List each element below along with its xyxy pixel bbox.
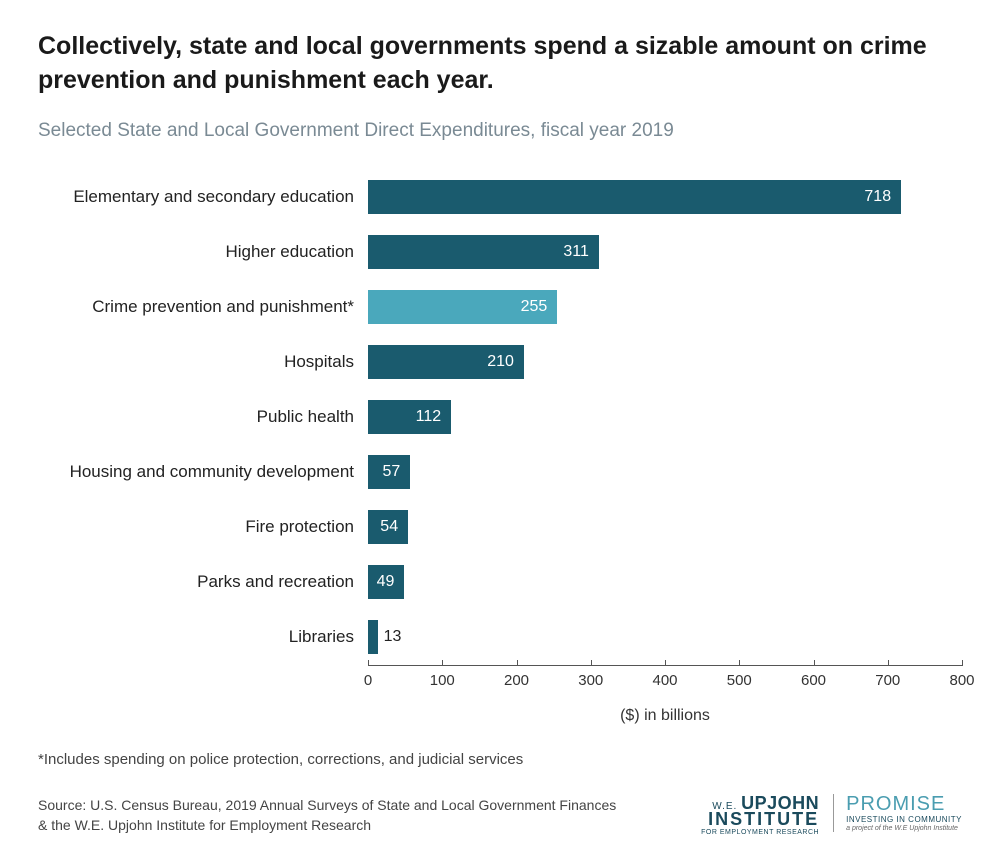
upjohn-logo: W.E. UPJOHN INSTITUTE FOR EMPLOYMENT RES… (701, 794, 819, 836)
category-label: Public health (38, 407, 368, 427)
x-axis: 0100200300400500600700800 (38, 665, 962, 695)
axis-tick-label: 600 (801, 672, 826, 689)
bar-zone: 13 (368, 610, 962, 665)
axis-tick-label: 0 (364, 672, 372, 689)
bar-zone: 718 (368, 170, 962, 225)
bar: 49 (368, 565, 404, 599)
bar: 210 (368, 345, 524, 379)
chart-row: Fire protection 54 (38, 500, 962, 555)
category-label: Hospitals (38, 352, 368, 372)
axis-tick (739, 660, 740, 666)
bar-value: 112 (416, 408, 442, 426)
source-text: Source: U.S. Census Bureau, 2019 Annual … (38, 795, 616, 836)
bar: 311 (368, 235, 599, 269)
axis-tick (814, 660, 815, 666)
axis-tick (368, 660, 369, 666)
footnote: *Includes spending on police protection,… (38, 751, 962, 768)
chart-row: Parks and recreation 49 (38, 555, 962, 610)
bar-value: 54 (380, 518, 398, 536)
source-line-1: Source: U.S. Census Bureau, 2019 Annual … (38, 795, 616, 815)
axis-tick (442, 660, 443, 666)
bar-zone: 311 (368, 225, 962, 280)
bar-value: 255 (521, 298, 548, 316)
axis-tick (962, 660, 963, 666)
category-label: Crime prevention and punishment* (38, 297, 368, 317)
chart-row: Elementary and secondary education 718 (38, 170, 962, 225)
axis-tick (665, 660, 666, 666)
bar: 54 (368, 510, 408, 544)
axis-tick-label: 500 (727, 672, 752, 689)
axis-tick-label: 700 (875, 672, 900, 689)
bar-value: 57 (383, 463, 401, 481)
bar: 255 (368, 290, 557, 324)
chart-row: Housing and community development 57 (38, 445, 962, 500)
category-label: Parks and recreation (38, 572, 368, 592)
chart: Elementary and secondary education 718 Hig… (38, 170, 962, 705)
bar-zone: 49 (368, 555, 962, 610)
category-label: Higher education (38, 242, 368, 262)
chart-title: Collectively, state and local government… (38, 30, 962, 98)
footer: Source: U.S. Census Bureau, 2019 Annual … (38, 794, 962, 836)
bar: 718 (368, 180, 901, 214)
axis-tick-label: 100 (430, 672, 455, 689)
axis-tick-label: 400 (652, 672, 677, 689)
x-axis-label: ($) in billions (38, 707, 962, 725)
axis-tick (517, 660, 518, 666)
chart-row: Public health 112 (38, 390, 962, 445)
promise-logo: PROMISE INVESTING IN COMMUNITY a project… (833, 794, 962, 832)
bar-value: 311 (563, 243, 589, 261)
chart-row: Higher education 311 (38, 225, 962, 280)
category-label: Housing and community development (38, 462, 368, 482)
chart-row: Hospitals 210 (38, 335, 962, 390)
bar-value: 718 (864, 188, 891, 206)
bar-zone: 57 (368, 445, 962, 500)
category-label: Elementary and secondary education (38, 187, 368, 207)
bar: 112 (368, 400, 451, 434)
bar-value: 210 (487, 353, 514, 371)
axis-tick-label: 800 (949, 672, 974, 689)
bar: 13 (368, 620, 378, 654)
bar-zone: 255 (368, 280, 962, 335)
axis-tick (888, 660, 889, 666)
logos: W.E. UPJOHN INSTITUTE FOR EMPLOYMENT RES… (701, 794, 962, 836)
bar-value: 13 (384, 628, 402, 646)
axis-tick-label: 200 (504, 672, 529, 689)
bar-zone: 112 (368, 390, 962, 445)
chart-row: Libraries13 (38, 610, 962, 665)
bar-zone: 54 (368, 500, 962, 555)
category-label: Libraries (38, 627, 368, 647)
bar-value: 49 (377, 573, 395, 591)
axis-tick-label: 300 (578, 672, 603, 689)
bar-zone: 210 (368, 335, 962, 390)
category-label: Fire protection (38, 517, 368, 537)
source-line-2: & the W.E. Upjohn Institute for Employme… (38, 815, 616, 835)
chart-subtitle: Selected State and Local Government Dire… (38, 120, 962, 142)
bar: 57 (368, 455, 410, 489)
chart-row: Crime prevention and punishment* 255 (38, 280, 962, 335)
axis-tick (591, 660, 592, 666)
